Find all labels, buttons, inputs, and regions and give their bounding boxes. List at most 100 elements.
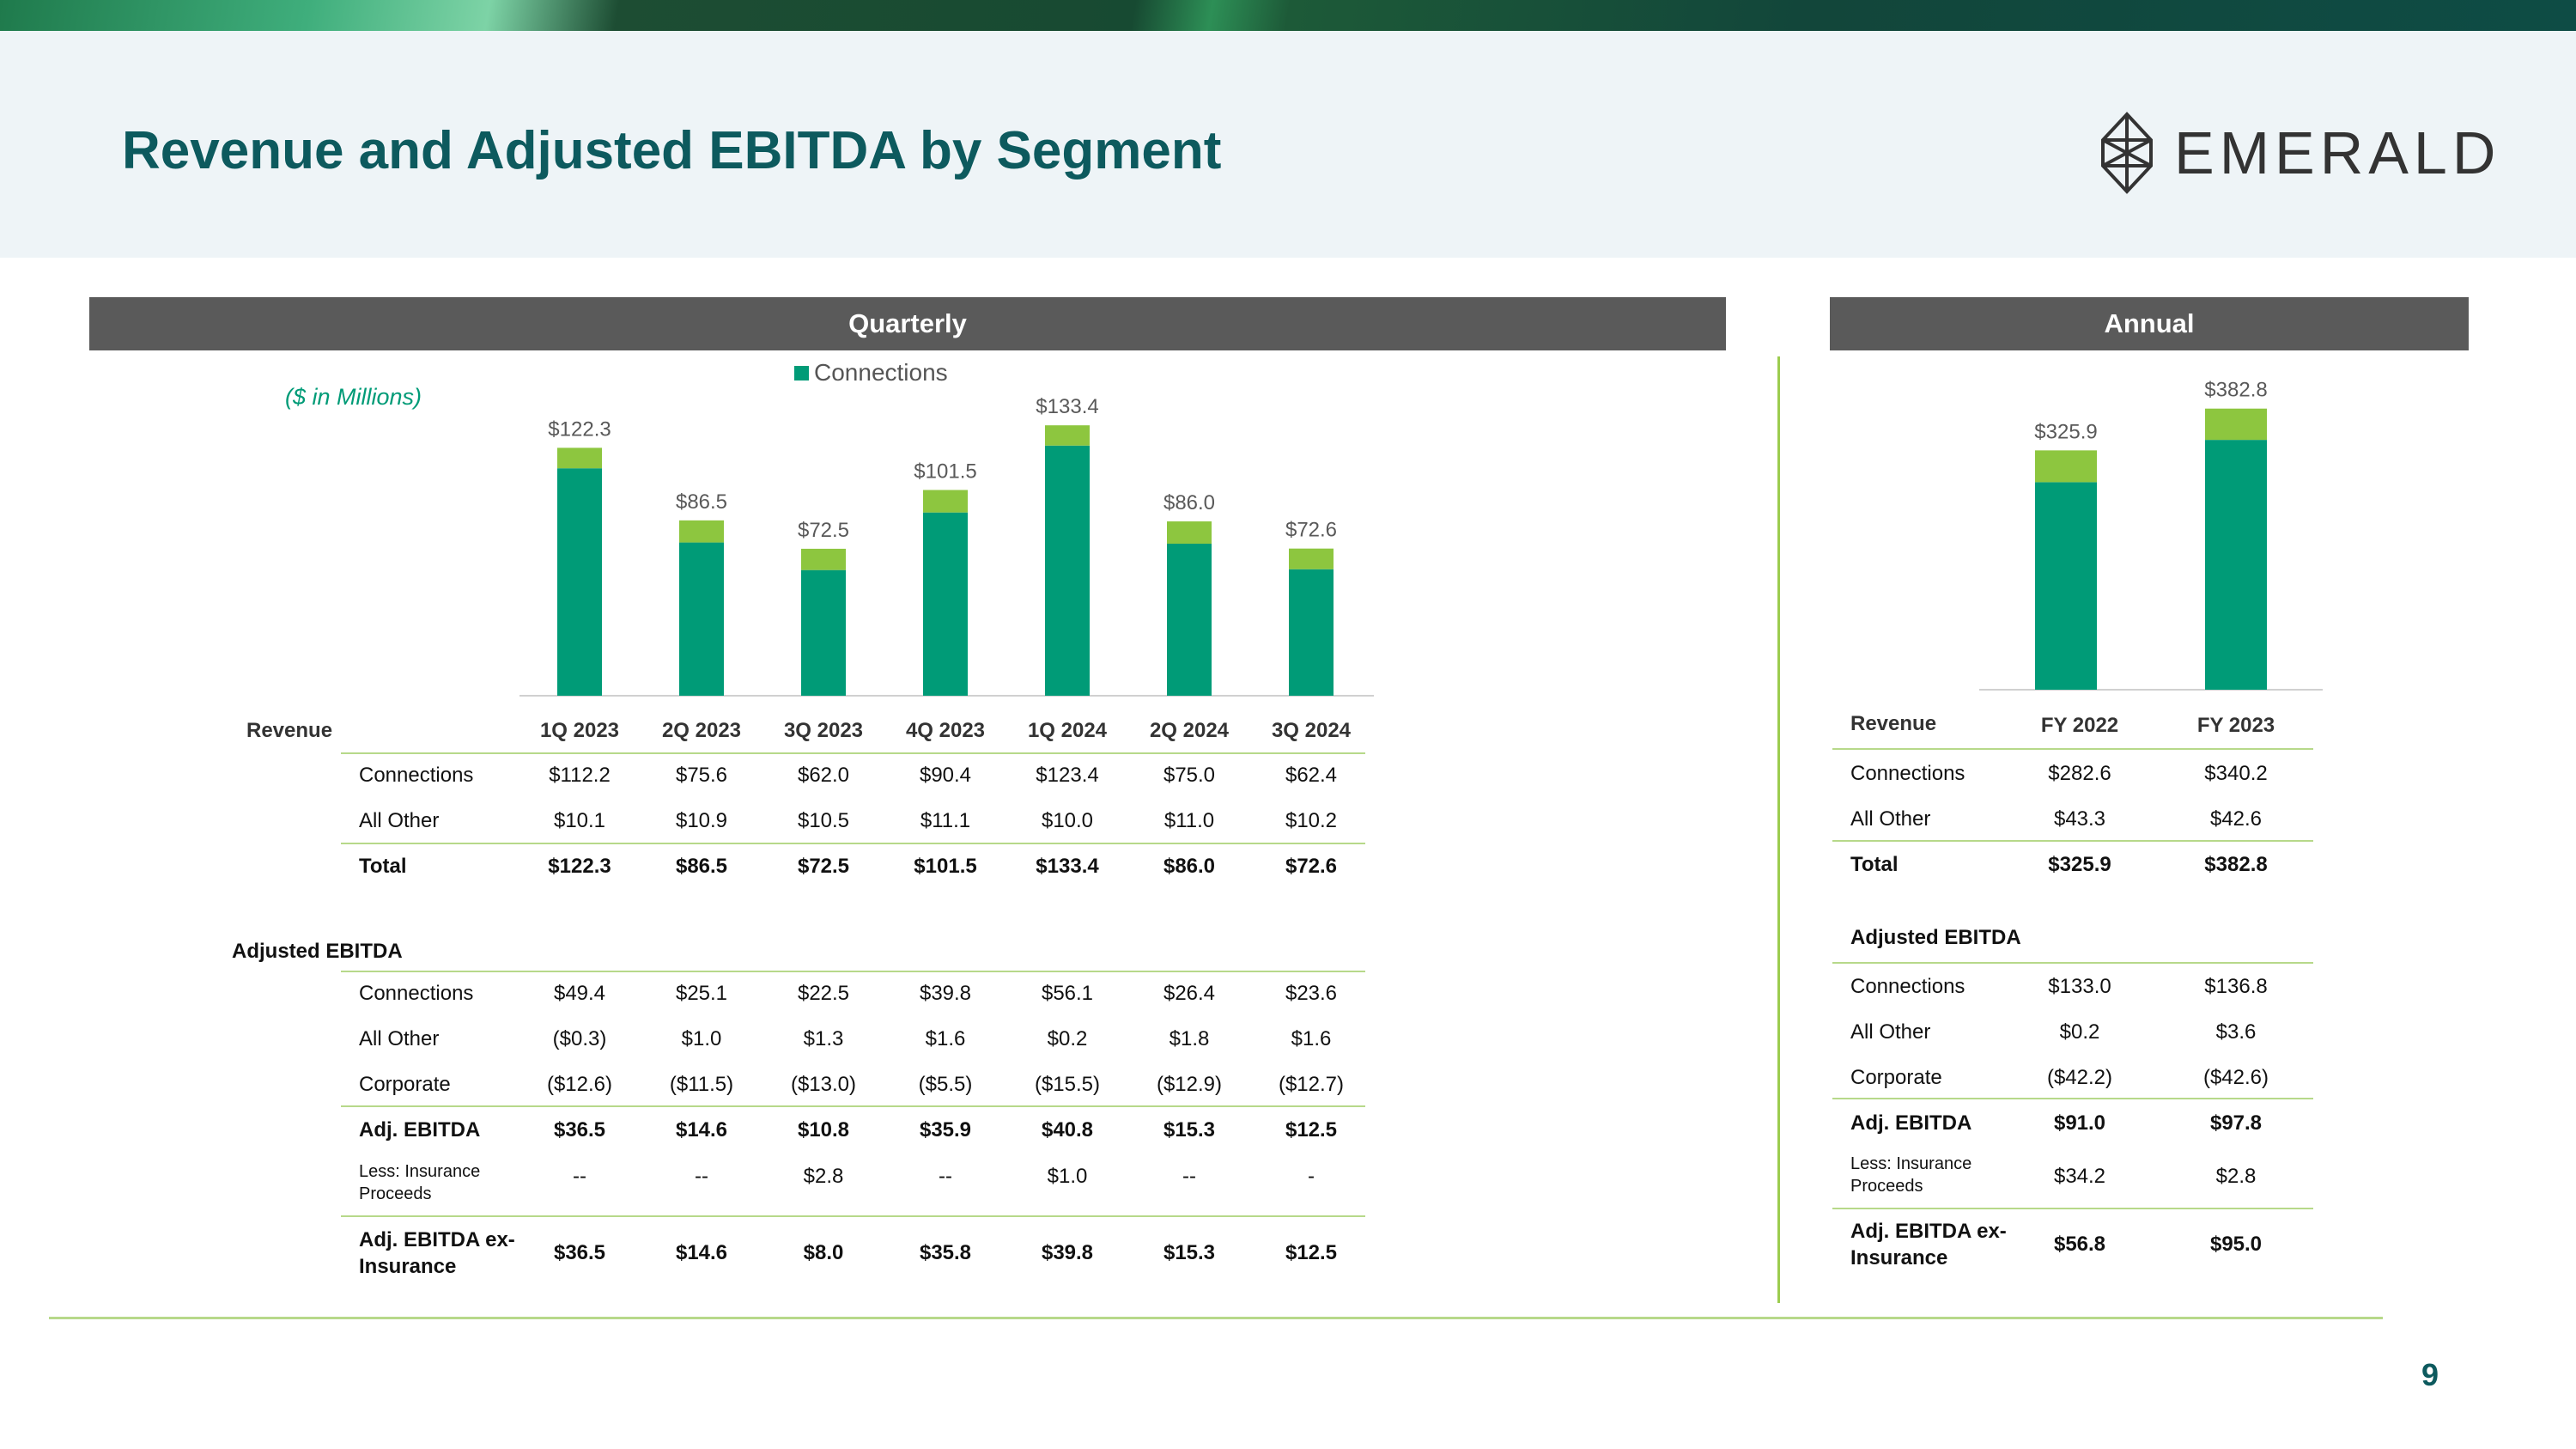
annual-row-label: Corporate	[1850, 1066, 1942, 1089]
annual-cell: $43.3	[2053, 807, 2106, 831]
annual-revenue-section-label: Revenue	[1850, 712, 1937, 735]
table-cell: $49.4	[553, 982, 606, 1005]
annual-cell: $42.6	[2209, 807, 2263, 831]
quarterly-bar-connections	[1167, 544, 1212, 696]
table-cell: $39.8	[919, 982, 972, 1005]
top-gradient-bar	[0, 0, 2576, 31]
table-rule	[1832, 1098, 2313, 1099]
table-cell: ($0.3)	[552, 1027, 607, 1050]
table-cell: $62.4	[1285, 764, 1338, 787]
annual-data-label: $325.9	[2034, 420, 2097, 443]
annual-cell: $34.2	[2053, 1165, 2106, 1188]
quarterly-bar-connections	[1289, 569, 1334, 696]
table-cell: $123.4	[1036, 764, 1099, 787]
quarterly-data-label: $101.5	[914, 460, 976, 483]
table-cell: ($11.5)	[669, 1073, 734, 1096]
table-row-label: Connections	[359, 982, 474, 1005]
table-row-label: Less: Insurance Proceeds	[359, 1162, 481, 1203]
quarterly-bar-all-other	[801, 548, 846, 570]
table-cell: --	[573, 1165, 586, 1188]
annual-cell: ($42.2)	[2046, 1066, 2113, 1089]
annual-cell: $95.0	[2209, 1233, 2263, 1256]
annual-column-header: FY 2023	[2196, 714, 2275, 737]
table-cell: $14.6	[675, 1241, 728, 1264]
quarterly-data-label: $133.4	[1036, 395, 1098, 418]
table-cell: $112.2	[549, 764, 611, 787]
table-cell: $35.8	[919, 1241, 972, 1264]
table-cell: ($5.5)	[918, 1073, 973, 1096]
annual-bar-connections	[2035, 482, 2097, 690]
table-cell: $39.8	[1041, 1241, 1094, 1264]
table-cell: $101.5	[914, 855, 977, 878]
table-cell: $75.0	[1163, 764, 1216, 787]
table-row-label: All Other	[359, 1027, 440, 1050]
table-cell: $72.6	[1285, 855, 1338, 878]
column-header: 3Q 2023	[783, 719, 864, 742]
table-cell: $11.1	[920, 809, 971, 832]
annual-row-label: Connections	[1850, 975, 1965, 998]
annual-cell: $97.8	[2209, 1111, 2263, 1135]
table-rule	[341, 1105, 1365, 1107]
table-cell: $8.0	[803, 1241, 844, 1264]
quarterly-bar-all-other	[679, 520, 724, 543]
table-cell: $2.8	[803, 1165, 844, 1188]
table-row-label: All Other	[359, 809, 440, 832]
table-cell: $1.0	[1047, 1165, 1088, 1188]
legend-swatch-connections	[794, 365, 809, 381]
table-cell: ($12.6)	[546, 1073, 613, 1096]
table-cell: $12.5	[1285, 1241, 1338, 1264]
column-header: 3Q 2024	[1271, 719, 1352, 742]
table-row-label: Corporate	[359, 1073, 451, 1096]
annual-cell: $133.0	[2048, 975, 2111, 998]
table-rule	[341, 1215, 1365, 1217]
table-cell: --	[1182, 1165, 1196, 1188]
table-cell: $14.6	[675, 1118, 728, 1142]
table-cell: $10.2	[1285, 809, 1338, 832]
annual-revenue-chart: $325.9 $382.8	[1979, 379, 2323, 691]
table-row-label: Total	[359, 855, 407, 878]
table-cell: $133.4	[1036, 855, 1099, 878]
table-cell: ($12.7)	[1278, 1073, 1345, 1096]
column-header: 1Q 2023	[539, 719, 620, 742]
annual-row-label: Connections	[1850, 762, 1965, 785]
table-cell: $0.2	[1047, 1027, 1088, 1050]
annual-cell: $3.6	[2215, 1020, 2257, 1044]
column-header: 2Q 2023	[661, 719, 742, 742]
table-cell: $23.6	[1285, 982, 1338, 1005]
table-rule	[341, 843, 1365, 844]
annual-row-label: Total	[1850, 853, 1899, 876]
quarterly-band: Quarterly	[89, 297, 1726, 350]
annual-row-label: All Other	[1850, 807, 1931, 831]
quarterly-bar-connections	[557, 468, 602, 696]
annual-cell: $56.8	[2053, 1233, 2106, 1256]
annual-cell: $340.2	[2204, 762, 2268, 785]
table-cell: $25.1	[675, 982, 728, 1005]
quarterly-bar-all-other	[1045, 425, 1090, 446]
chart-legend: Connections	[794, 359, 948, 387]
units-note: ($ in Millions)	[285, 384, 422, 410]
table-cell: $22.5	[797, 982, 850, 1005]
adjusted-ebitda-section-label: Adjusted EBITDA	[232, 940, 403, 963]
table-cell: $90.4	[919, 764, 972, 787]
annual-cell: $2.8	[2215, 1165, 2257, 1188]
column-header: 4Q 2023	[905, 719, 986, 742]
table-rule	[341, 971, 1365, 972]
table-cell: $26.4	[1163, 982, 1216, 1005]
annual-row-label: Less: Insurance Proceeds	[1850, 1154, 1972, 1196]
quarterly-bar-connections	[923, 512, 968, 696]
table-row-label: Adj. EBITDA	[359, 1118, 481, 1142]
table-cell: $56.1	[1041, 982, 1094, 1005]
table-row-label: Adj. EBITDA ex-Insurance	[359, 1228, 515, 1278]
annual-band: Annual	[1830, 297, 2469, 350]
slide-header	[0, 31, 2576, 258]
table-cell: --	[695, 1165, 708, 1188]
table-cell: ($13.0)	[790, 1073, 857, 1096]
table-cell: $86.0	[1163, 855, 1216, 878]
revenue-section-label: Revenue	[246, 719, 333, 742]
quarterly-bar-all-other	[1289, 548, 1334, 569]
quarterly-bar-all-other	[923, 490, 968, 513]
annual-row-label: Adj. EBITDA ex-Insurance	[1850, 1220, 2007, 1269]
table-cell: $75.6	[675, 764, 728, 787]
table-cell: $1.6	[1291, 1027, 1332, 1050]
annual-cell: $282.6	[2048, 762, 2111, 785]
